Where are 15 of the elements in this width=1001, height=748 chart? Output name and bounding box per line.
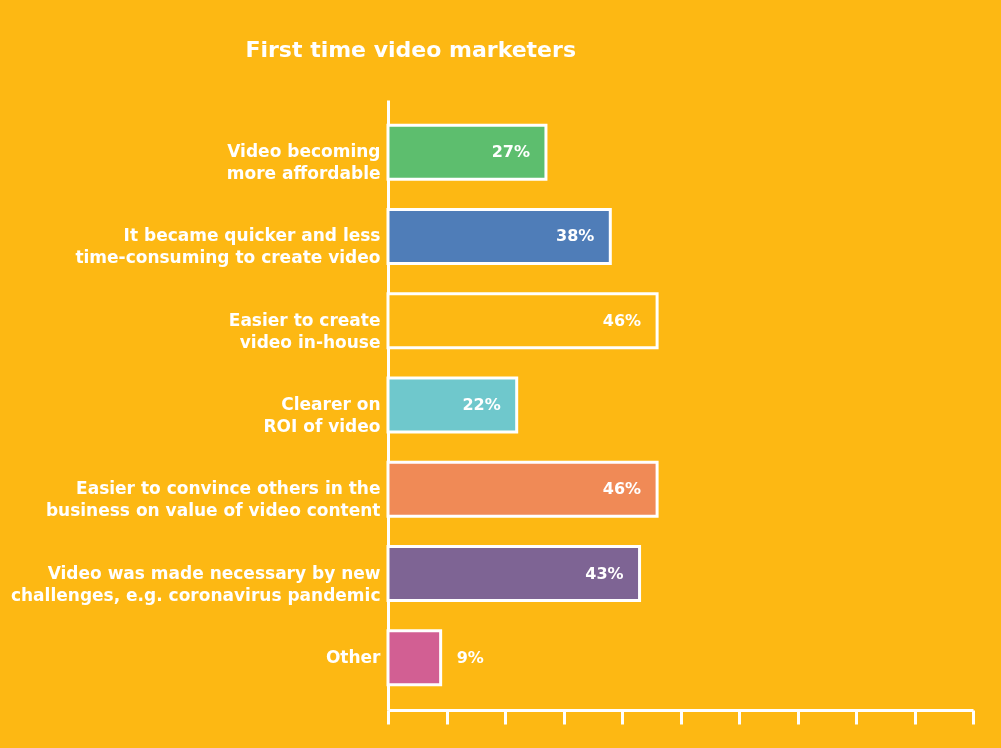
data-label: 43% bbox=[585, 563, 624, 583]
data-label: 46% bbox=[602, 310, 642, 330]
y-tick-label: Clearer on ROI of video bbox=[263, 394, 381, 436]
y-tick-label: It became quicker and less time-consuming to create video bbox=[75, 225, 381, 268]
y-tick-label: Easier to convince others in the business on value of video content bbox=[45, 478, 381, 521]
data-label: 27% bbox=[491, 142, 530, 162]
y-tick-label: Other bbox=[325, 646, 382, 667]
chart-title: First time video marketers bbox=[245, 37, 576, 62]
y-tick-label: Video becoming more affordable bbox=[226, 141, 381, 184]
y-tick-label: Video was made necessary by new challenges, e.g. coronavirus pandemic bbox=[10, 562, 381, 605]
data-label: 9% bbox=[456, 647, 484, 667]
y-tick-label: Easier to create video in-house bbox=[228, 309, 381, 352]
data-label: 22% bbox=[462, 395, 501, 414]
data-label: 38% bbox=[556, 226, 595, 246]
data-label: 46% bbox=[602, 479, 642, 499]
